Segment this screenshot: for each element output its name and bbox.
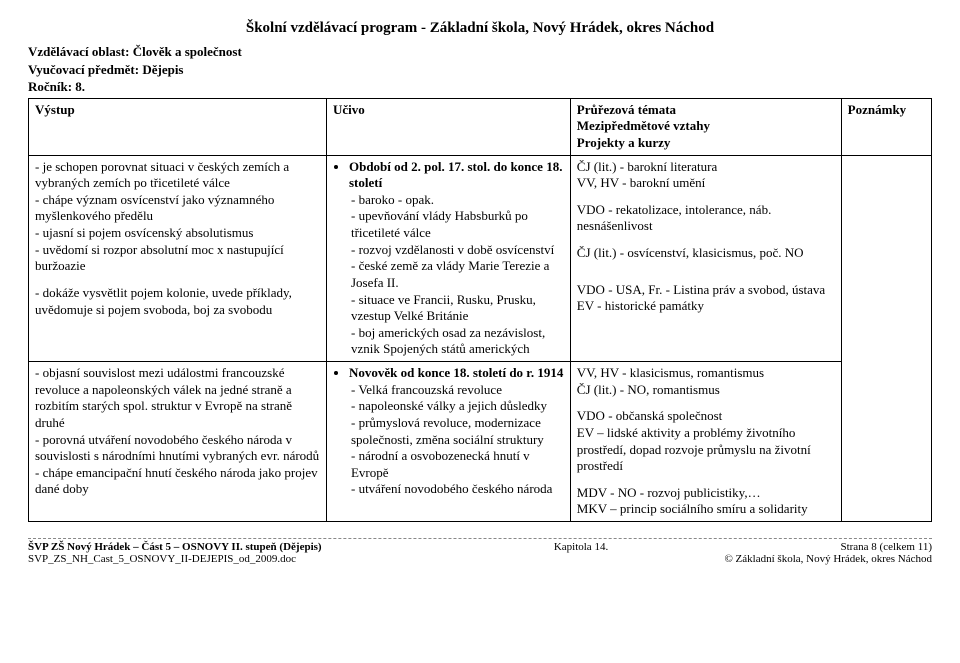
cell-ucivo-1: Období od 2. pol. 17. stol. do konce 18.… xyxy=(326,155,570,362)
prurez-line: VV, HV - barokní umění xyxy=(577,175,835,192)
ucivo-line: - rozvoj vzdělanosti v době osvícenství xyxy=(351,242,564,259)
th-prurez-l1: Průřezová témata xyxy=(577,102,835,119)
ucivo-line: - napoleonské války a jejich důsledky xyxy=(351,398,564,415)
footer-center: Kapitola 14. xyxy=(554,541,608,553)
oblast-line: Vzdělávací oblast: Člověk a společnost xyxy=(28,43,932,61)
cell-vystup-1: - je schopen porovnat situaci v českých … xyxy=(29,155,327,362)
ucivo-bullet-head: Období od 2. pol. 17. stol. do konce 18.… xyxy=(349,159,562,191)
footer-left-line1: ŠVP ZŠ Nový Hrádek – Část 5 – OSNOVY II.… xyxy=(28,541,322,553)
prurez-line: VV, HV - klasicismus, romantismus xyxy=(577,365,835,382)
cell-prurez-2: VV, HV - klasicismus, romantismus ČJ (li… xyxy=(570,362,841,522)
table-header-row: Výstup Učivo Průřezová témata Mezipředmě… xyxy=(29,98,932,155)
ucivo-line: - české země za vlády Marie Terezie a Jo… xyxy=(351,258,564,291)
vystup-line: - objasní souvislost mezi událostmi fran… xyxy=(35,365,320,432)
doc-title: Školní vzdělávací program - Základní ško… xyxy=(28,20,932,37)
header-block: Vzdělávací oblast: Člověk a společnost V… xyxy=(28,43,932,96)
ucivo-line: - baroko - opak. xyxy=(351,192,564,209)
cell-ucivo-2: Novověk od konce 18. století do r. 1914 … xyxy=(326,362,570,522)
curriculum-table: Výstup Učivo Průřezová témata Mezipředmě… xyxy=(28,98,932,522)
footer-rule xyxy=(28,538,932,539)
prurez-line: VDO - rekatolizace, intolerance, náb. ne… xyxy=(577,202,835,235)
cell-vystup-2: - objasní souvislost mezi událostmi fran… xyxy=(29,362,327,522)
page-footer: ŠVP ZŠ Nový Hrádek – Část 5 – OSNOVY II.… xyxy=(28,538,932,565)
footer-right-line1: Strana 8 (celkem 11) xyxy=(840,541,932,553)
ucivo-line: - Velká francouzská revoluce xyxy=(351,382,564,399)
rocnik-line: Ročník: 8. xyxy=(28,78,932,96)
ucivo-bullet-head: Novověk od konce 18. století do r. 1914 xyxy=(349,365,563,380)
cell-poznamky xyxy=(841,155,931,522)
ucivo-line: - boj amerických osad za nezávislost, vz… xyxy=(351,325,564,358)
vystup-line: - chápe význam osvícenství jako významné… xyxy=(35,192,320,225)
ucivo-line: - průmyslová revoluce, modernizace spole… xyxy=(351,415,564,448)
th-prurez-l2: Mezipředmětové vztahy xyxy=(577,118,835,135)
prurez-line: MDV - NO - rozvoj publicistiky,… xyxy=(577,485,835,502)
vystup-line: - ujasní si pojem osvícenský absolutismu… xyxy=(35,225,320,242)
th-poznamky: Poznámky xyxy=(841,98,931,155)
cell-prurez-1: ČJ (lit.) - barokní literatura VV, HV - … xyxy=(570,155,841,362)
th-prurez-l3: Projekty a kurzy xyxy=(577,135,835,152)
vystup-line: - je schopen porovnat situaci v českých … xyxy=(35,159,320,192)
footer-left-line2: SVP_ZS_NH_Cast_5_OSNOVY_II-DEJEPIS_od_20… xyxy=(28,553,296,565)
prurez-line: EV – lidské aktivity a problémy životníh… xyxy=(577,425,835,475)
ucivo-line: - situace ve Francii, Rusku, Prusku, vze… xyxy=(351,292,564,325)
th-ucivo: Učivo xyxy=(326,98,570,155)
prurez-line: MKV – princip sociálního smíru a solidar… xyxy=(577,501,835,518)
prurez-line: EV - historické památky xyxy=(577,298,835,315)
footer-right-line2: © Základní škola, Nový Hrádek, okres Nác… xyxy=(724,553,932,565)
vystup-line: - dokáže vysvětlit pojem kolonie, uvede … xyxy=(35,285,320,318)
th-prurez: Průřezová témata Mezipředmětové vztahy P… xyxy=(570,98,841,155)
ucivo-line: - národní a osvobozenecká hnutí v Evropě xyxy=(351,448,564,481)
prurez-line: ČJ (lit.) - osvícenství, klasicismus, po… xyxy=(577,245,835,262)
vystup-line: - uvědomí si rozpor absolutní moc x nast… xyxy=(35,242,320,275)
prurez-line: VDO - USA, Fr. - Listina práv a svobod, … xyxy=(577,282,835,299)
table-row: - objasní souvislost mezi událostmi fran… xyxy=(29,362,932,522)
predmet-line: Vyučovací předmět: Dějepis xyxy=(28,61,932,79)
vystup-line: - chápe emancipační hnutí českého národa… xyxy=(35,465,320,498)
prurez-line: ČJ (lit.) - barokní literatura xyxy=(577,159,835,176)
prurez-line: VDO - občanská společnost xyxy=(577,408,835,425)
table-row: - je schopen porovnat situaci v českých … xyxy=(29,155,932,362)
ucivo-line: - utváření novodobého českého národa xyxy=(351,481,564,498)
prurez-line: ČJ (lit.) - NO, romantismus xyxy=(577,382,835,399)
th-vystup: Výstup xyxy=(29,98,327,155)
vystup-line: - porovná utváření novodobého českého ná… xyxy=(35,432,320,465)
ucivo-line: - upevňování vlády Habsburků po třicetil… xyxy=(351,208,564,241)
